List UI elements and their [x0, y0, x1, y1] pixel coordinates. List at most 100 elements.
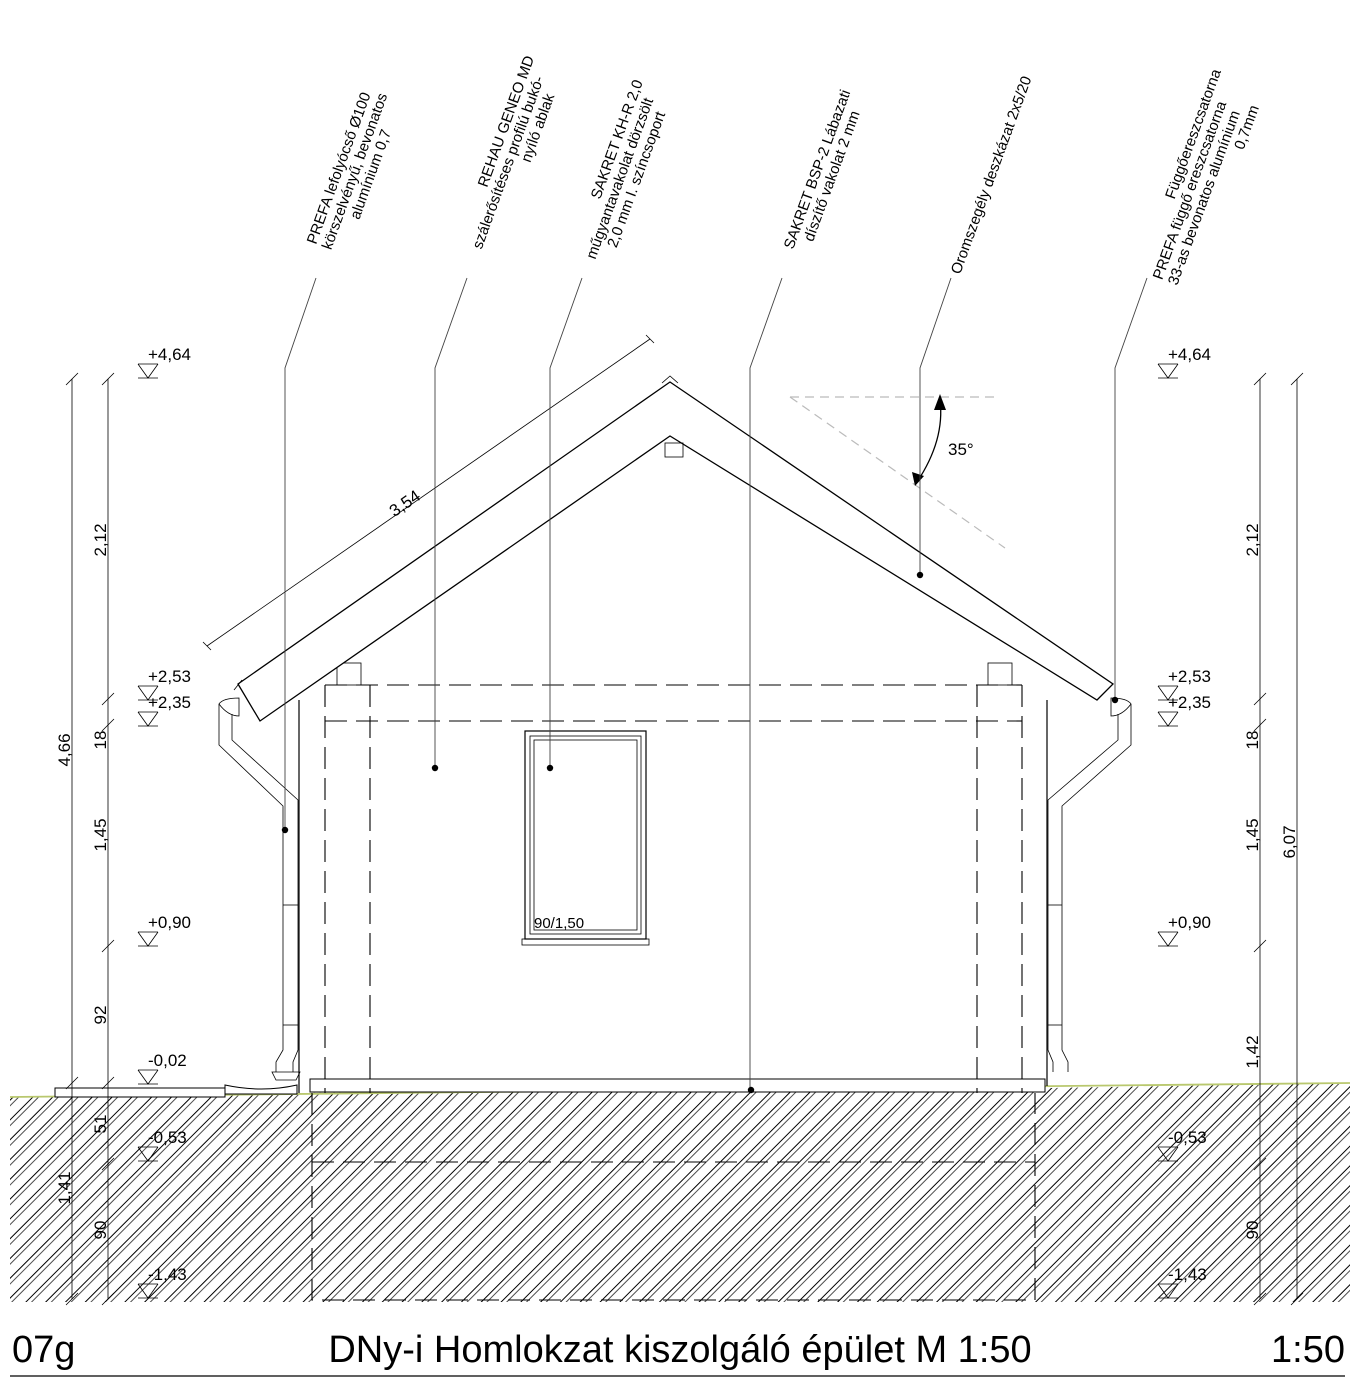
level-marker: -1,43: [1157, 1265, 1207, 1299]
level-label: -0,53: [1168, 1128, 1207, 1147]
ridge-block: [664, 442, 684, 458]
level-label: -0,53: [148, 1128, 187, 1147]
dimension-chain-right: 2,12 18 1,45 1,42 90 6,07: [1243, 372, 1304, 1306]
window: 90/1,50: [521, 730, 650, 946]
level-label: -0,02: [148, 1051, 187, 1070]
sheet-scale: 1:50: [1271, 1329, 1345, 1371]
level-marker: +2,35: [137, 693, 191, 727]
dim-left-chain-2: 1,45: [91, 818, 110, 851]
level-marker: +0,90: [137, 913, 191, 947]
sheet-code: 07g: [12, 1329, 75, 1371]
purlin-block-right: [987, 662, 1013, 686]
building-elevation: 90/1,50: [218, 375, 1132, 1093]
gutter-right: [1110, 697, 1132, 717]
slope-dim-line: [206, 338, 651, 647]
gutter-left: [218, 697, 240, 717]
drain-splash: [224, 1084, 298, 1095]
angle-arrow-bottom: [912, 472, 924, 486]
slope-dim-tick-end: [645, 334, 655, 344]
soil-hatch: [10, 1083, 1350, 1302]
dim-right-chain-1: 18: [1243, 731, 1262, 750]
level-marker: -0,53: [137, 1128, 187, 1162]
sheet-title: DNy-i Homlokzat kiszolgáló épület M 1:50: [328, 1329, 1031, 1371]
level-label: +2,53: [1168, 667, 1211, 686]
dimension-chain-left: 4,66 1,41 2,12 18 1,45 92 51 90: [55, 372, 115, 1306]
level-marker: -1,43: [137, 1265, 187, 1299]
slope-dim-tick-start: [202, 641, 212, 651]
level-marker: +0,90: [1157, 913, 1211, 947]
title-bar: 07g DNy-i Homlokzat kiszolgáló épület M …: [10, 1329, 1345, 1377]
downpipe-right-outer: [1061, 704, 1132, 1072]
window-frame-mid: [529, 735, 642, 935]
dim-ticks-total-right: [1290, 372, 1304, 1306]
level-marker: +4,64: [137, 345, 191, 379]
dim-right-chain-4: 90: [1243, 1221, 1262, 1240]
level-marker: -0,02: [137, 1051, 187, 1085]
leader-render-dot: [546, 764, 554, 772]
level-marker: -0,53: [1157, 1128, 1207, 1162]
level-label: -1,43: [1168, 1265, 1207, 1284]
window-frame-outer: [524, 730, 647, 940]
purlin-block-left: [336, 662, 362, 686]
roof-gable: [237, 381, 1115, 722]
roof-verge-left: [233, 679, 243, 691]
level-label: +2,53: [148, 667, 191, 686]
dim-ticks-chain-right: [1253, 372, 1267, 1306]
window-sill: [521, 938, 650, 946]
dim-left-chain-3: 92: [91, 1006, 110, 1025]
callout-texts: PREFA lefolyócső Ø100 körszelvényű, bevo…: [304, 53, 1263, 287]
leader-render: [549, 277, 583, 768]
window-sash: [533, 739, 638, 931]
leader-plinth-dot: [747, 1086, 755, 1094]
downpipe-left-outer: [218, 704, 284, 1072]
level-marker: +2,53: [137, 667, 191, 701]
dim-left-chain-5: 90: [91, 1221, 110, 1240]
level-markers-right: +4,64 +2,53 +2,35 +0,90 -0,53 -1,43: [1157, 345, 1211, 1299]
level-label: -1,43: [148, 1265, 187, 1284]
level-marker: +4,64: [1157, 345, 1211, 379]
leader-window-dot: [431, 764, 439, 772]
dim-right-total: 6,07: [1280, 825, 1299, 858]
dim-left-total: 4,66: [55, 733, 74, 766]
level-label: +4,64: [1168, 345, 1211, 364]
level-label: +2,35: [1168, 693, 1211, 712]
downpipe-left-shoe: [271, 1071, 301, 1081]
dim-right-chain-3: 1,42: [1243, 1035, 1262, 1068]
downpipe-left-inner: [231, 714, 299, 1072]
leader-window: [434, 277, 468, 768]
level-markers-left: +4,64 +2,53 +2,35 +0,90 -0,02 -0,53 -1,4…: [137, 345, 191, 1299]
downpipe-right: [1047, 697, 1132, 1072]
ridge-cap: [661, 375, 679, 384]
dim-left-chain-0: 2,12: [91, 523, 110, 556]
level-marker: +2,53: [1157, 667, 1211, 701]
level-label: +0,90: [148, 913, 191, 932]
leader-downpipe: [284, 277, 317, 830]
leader-downpipe-dot: [281, 826, 289, 834]
angle-arrow-top: [934, 394, 946, 410]
roof-angle-annotation: 35°: [789, 394, 1006, 549]
leader-verge: [919, 277, 952, 575]
terrace-slab: [54, 1087, 226, 1098]
downpipe-right-inner: [1047, 714, 1119, 1072]
angle-arc: [916, 399, 942, 483]
window-tag: 90/1,50: [534, 915, 584, 932]
leader-plinth: [749, 277, 783, 1090]
plinth-strip: [309, 1078, 1046, 1093]
level-label: +4,64: [148, 345, 191, 364]
leader-gutter-dot: [1111, 696, 1119, 704]
level-label: +0,90: [1168, 913, 1211, 932]
dim-left-below: 1,41: [55, 1171, 74, 1204]
foundation-outline: [311, 1093, 1036, 1301]
angle-slope-ref: [789, 396, 1006, 549]
dim-ticks-total-left: [65, 372, 79, 1306]
level-label: +2,35: [148, 693, 191, 712]
dim-left-chain-4: 51: [91, 1115, 110, 1134]
level-marker: +2,35: [1157, 693, 1211, 727]
dim-right-chain-0: 2,12: [1243, 523, 1262, 556]
callout-leaders: [281, 277, 1148, 1094]
dim-right-chain-2: 1,45: [1243, 818, 1262, 851]
leader-verge-dot: [916, 571, 924, 579]
leader-gutter: [1114, 277, 1148, 700]
slope-dim-label: 3,54: [386, 486, 424, 520]
